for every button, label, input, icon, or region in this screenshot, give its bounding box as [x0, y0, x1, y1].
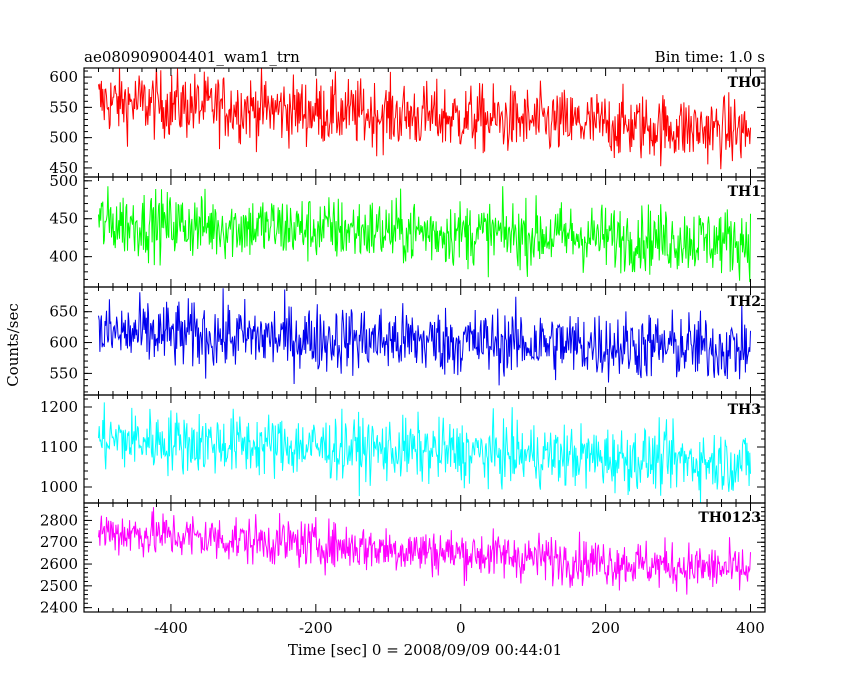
y-tick-label: 600	[49, 334, 78, 352]
y-tick-label: 400	[49, 248, 78, 266]
y-tick-label: 650	[49, 303, 78, 321]
series-line-th3	[98, 402, 751, 503]
y-tick-label: 1000	[40, 478, 78, 496]
series-line-th0	[98, 68, 751, 170]
series-line-th2	[98, 288, 751, 386]
panel-th1: 400 450 500 TH1	[49, 172, 766, 288]
panel-label-th2: TH2	[728, 294, 761, 310]
y-tick-label: 500	[49, 172, 78, 190]
y-tick-label: 2400	[40, 599, 78, 617]
series-line-th1	[98, 186, 751, 283]
x-tick-label: -400	[154, 619, 188, 637]
y-tick-label: 2700	[40, 533, 78, 551]
x-tick-label: 0	[456, 619, 466, 637]
x-axis-label: Time [sec] 0 = 2008/09/09 00:44:01	[288, 641, 562, 659]
panel-label-th3: TH3	[728, 402, 761, 418]
y-tick-label: 450	[49, 210, 78, 228]
y-tick-label: 1100	[40, 438, 78, 456]
x-tick-label: 400	[736, 619, 765, 637]
panel-th0123: 2400 2500 2600 2700 2800 TH0123	[40, 502, 766, 617]
panel-label-th1: TH1	[728, 184, 761, 200]
y-tick-label: 450	[49, 159, 78, 177]
plot-title: ae080909004401_wam1_trn	[84, 48, 300, 66]
panel-th0: 450 500 550 600 TH0	[49, 67, 766, 178]
y-tick-label: 600	[49, 68, 78, 86]
panel-th2: 550 600 650 TH2	[49, 286, 766, 396]
y-tick-label: 550	[49, 364, 78, 382]
y-tick-label: 1200	[40, 398, 78, 416]
y-tick-label: 500	[49, 129, 78, 147]
x-tick-label: -200	[299, 619, 333, 637]
y-tick-label: 550	[49, 98, 78, 116]
panel-frame	[83, 502, 766, 613]
panel-label-th0: TH0	[728, 75, 762, 91]
series-line-th0123	[98, 507, 751, 595]
y-axis-label: Counts/sec	[4, 303, 22, 387]
bin-time-label: Bin time: 1.0 s	[655, 48, 765, 66]
x-tick-label: 200	[591, 619, 620, 637]
y-tick-label: 2600	[40, 555, 78, 573]
panel-th3: 1000 1100 1200 TH3	[40, 394, 766, 504]
panel-label-th0123: TH0123	[698, 510, 761, 526]
y-tick-label: 2800	[40, 511, 78, 529]
y-tick-label: 2500	[40, 577, 78, 595]
